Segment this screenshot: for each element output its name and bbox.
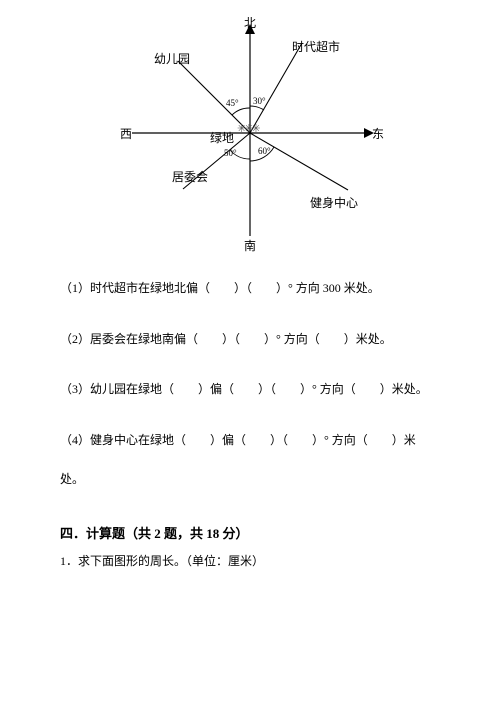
label-fitness: 健身中心 — [310, 194, 358, 211]
angle-60: 60° — [258, 146, 271, 156]
label-supermarket: 时代超市 — [292, 38, 340, 55]
label-east: 东 — [372, 125, 384, 142]
question-1: （1）时代超市在绿地北偏（ ）（ ）° 方向 300 米处。 — [60, 278, 440, 299]
label-north: 北 — [244, 14, 256, 31]
center-icon: ✳✳✳ — [237, 122, 259, 135]
question-3: （3）幼儿园在绿地（ ）偏（ ）（ ）° 方向（ ）米处。 — [60, 379, 440, 400]
question-4-tail: 处。 — [60, 469, 440, 490]
question-4: （4）健身中心在绿地（ ）偏（ ）（ ）° 方向（ ）米 — [60, 430, 440, 451]
label-committee: 居委会 — [172, 168, 208, 185]
label-center: 绿地 — [210, 129, 234, 146]
label-west: 西 — [120, 125, 132, 142]
angle-50: 50° — [224, 148, 237, 158]
label-south: 南 — [244, 237, 256, 254]
compass-diagram: 北 南 东 西 幼儿园 时代超市 居委会 健身中心 绿地 ✳✳✳ 45° 30°… — [110, 18, 390, 248]
question-2: （2）居委会在绿地南偏（ ）（ ）° 方向（ ）米处。 — [60, 329, 440, 350]
section-4-heading: 四．计算题（共 2 题，共 18 分） — [60, 523, 440, 542]
label-kindergarten: 幼儿园 — [154, 50, 190, 67]
section-4-item-1: 1．求下面图形的周长。（单位：厘米） — [60, 552, 440, 569]
angle-45: 45° — [226, 98, 239, 108]
angle-30: 30° — [253, 96, 266, 106]
